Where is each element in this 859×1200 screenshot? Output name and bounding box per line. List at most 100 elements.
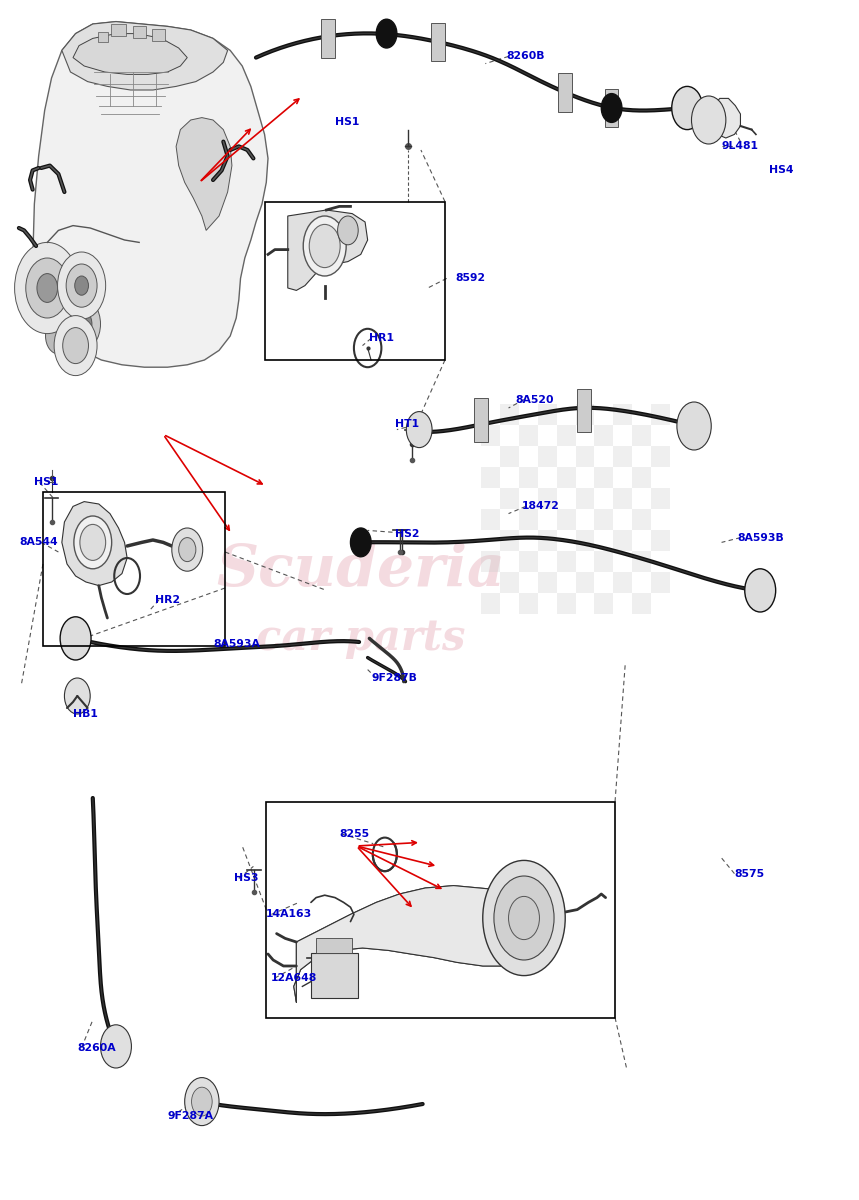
Circle shape (338, 216, 358, 245)
Text: HS4: HS4 (769, 166, 794, 175)
Bar (594, 551, 613, 572)
Text: 8255: 8255 (339, 829, 369, 839)
Circle shape (192, 1087, 212, 1116)
Text: 14A163: 14A163 (266, 910, 313, 919)
Circle shape (691, 96, 726, 144)
Circle shape (75, 276, 88, 295)
Text: HR1: HR1 (369, 334, 394, 343)
Bar (651, 404, 670, 426)
Bar (632, 551, 651, 572)
Circle shape (185, 1078, 219, 1126)
Circle shape (37, 274, 58, 302)
Text: 9F287A: 9F287A (168, 1111, 214, 1121)
Bar (557, 425, 576, 446)
Circle shape (745, 569, 776, 612)
Polygon shape (33, 22, 268, 367)
Bar (519, 509, 538, 530)
Text: 9F287B: 9F287B (371, 673, 417, 683)
Bar (632, 593, 651, 614)
Bar (481, 468, 500, 488)
Polygon shape (713, 98, 740, 138)
Polygon shape (73, 34, 187, 74)
Bar (519, 425, 538, 446)
Bar (613, 488, 632, 509)
Bar (519, 593, 538, 614)
Text: Scuderia: Scuderia (216, 541, 505, 599)
Bar (594, 509, 613, 530)
Bar (576, 446, 594, 468)
Bar (632, 425, 651, 446)
Bar (594, 425, 613, 446)
Circle shape (26, 250, 81, 326)
Bar (500, 530, 519, 551)
Bar (519, 468, 538, 488)
Bar (576, 404, 594, 426)
Bar (321, 19, 335, 58)
Bar (613, 530, 632, 551)
Bar (594, 593, 613, 614)
Bar (557, 551, 576, 572)
Polygon shape (176, 118, 232, 230)
Bar (577, 389, 591, 432)
Text: 8A544: 8A544 (19, 538, 58, 547)
Text: 8A593B: 8A593B (737, 533, 783, 542)
Bar (311, 953, 358, 998)
Circle shape (172, 528, 203, 571)
Bar (538, 446, 557, 468)
Bar (474, 398, 488, 442)
Bar (576, 572, 594, 594)
Bar (316, 938, 352, 953)
Bar (500, 488, 519, 509)
Bar (557, 468, 576, 488)
Text: 8A593A: 8A593A (213, 640, 260, 649)
Bar (500, 446, 519, 468)
Text: HR2: HR2 (155, 595, 180, 605)
Bar (538, 572, 557, 594)
Bar (605, 89, 618, 127)
Text: HS1: HS1 (34, 478, 58, 487)
Circle shape (679, 404, 710, 448)
Bar (538, 488, 557, 509)
Circle shape (46, 318, 71, 354)
Bar (576, 488, 594, 509)
Text: HS3: HS3 (234, 874, 259, 883)
Text: 9L481: 9L481 (722, 142, 758, 151)
Text: 12A648: 12A648 (271, 973, 317, 983)
Polygon shape (294, 886, 550, 1002)
Text: HT1: HT1 (395, 419, 419, 428)
Polygon shape (288, 210, 368, 290)
Bar (651, 572, 670, 594)
Text: 8260B: 8260B (507, 52, 545, 61)
Bar (43, 492, 225, 646)
Bar (558, 73, 572, 112)
Bar (613, 404, 632, 426)
Circle shape (63, 328, 88, 364)
Bar (651, 488, 670, 509)
Bar (481, 593, 500, 614)
Text: 8260A: 8260A (77, 1043, 116, 1052)
Circle shape (601, 94, 622, 122)
Circle shape (66, 264, 97, 307)
Bar (557, 593, 576, 614)
Circle shape (350, 528, 371, 557)
Bar (557, 509, 576, 530)
Circle shape (54, 316, 97, 376)
Circle shape (411, 415, 431, 444)
Bar (519, 551, 538, 572)
Circle shape (677, 402, 711, 450)
Circle shape (60, 617, 91, 660)
Circle shape (406, 412, 432, 448)
Circle shape (309, 224, 340, 268)
Polygon shape (62, 502, 127, 586)
Circle shape (80, 524, 106, 560)
Text: 8A520: 8A520 (515, 395, 554, 404)
Circle shape (15, 242, 80, 334)
Polygon shape (62, 22, 228, 90)
Bar (632, 468, 651, 488)
Circle shape (101, 1025, 131, 1068)
Bar (632, 509, 651, 530)
Circle shape (494, 876, 554, 960)
Bar (431, 23, 445, 61)
Bar (98, 32, 108, 42)
Text: HS2: HS2 (395, 529, 420, 539)
